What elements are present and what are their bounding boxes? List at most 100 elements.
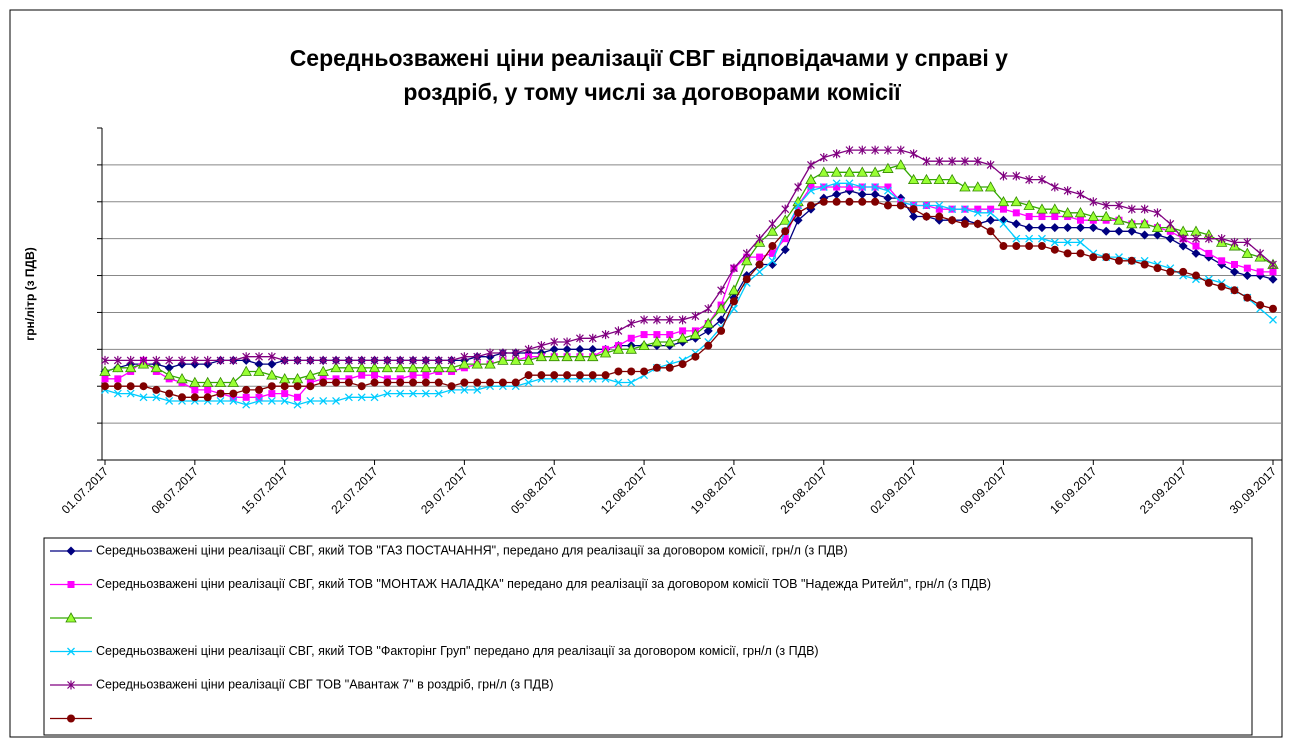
point: [599, 347, 612, 358]
point: [689, 328, 702, 339]
point: [948, 205, 957, 214]
point: [856, 166, 868, 177]
point: [254, 359, 264, 369]
title-line: роздріб, у тому числі за договорами комі…: [403, 79, 901, 105]
point: [755, 267, 764, 276]
point: [986, 215, 996, 225]
point: [486, 348, 494, 358]
point: [676, 332, 689, 343]
point: [510, 354, 522, 365]
point: [1153, 264, 1162, 273]
point: [409, 371, 417, 379]
point: [190, 355, 199, 365]
point: [1140, 204, 1149, 214]
point: [357, 355, 366, 365]
point: [101, 382, 109, 391]
point: [332, 378, 341, 387]
point: [986, 227, 995, 236]
point: [946, 173, 958, 185]
point: [191, 386, 199, 394]
point: [960, 205, 969, 214]
point: [895, 159, 907, 170]
point: [1127, 204, 1136, 214]
point: [1061, 207, 1074, 218]
point: [935, 205, 943, 213]
point: [1011, 219, 1021, 229]
point: [627, 378, 636, 387]
point: [267, 382, 276, 391]
title-line: Середньозважені ціни реалізації СВГ відп…: [290, 45, 1008, 71]
point: [357, 382, 366, 391]
point: [1166, 219, 1175, 229]
point: [704, 341, 713, 350]
point: [421, 378, 430, 387]
point: [614, 367, 623, 376]
point: [935, 156, 944, 166]
point: [152, 355, 161, 365]
point: [807, 183, 815, 191]
point: [1268, 274, 1278, 284]
point: [293, 355, 302, 365]
point: [1218, 257, 1226, 265]
point: [922, 201, 931, 210]
point: [666, 331, 674, 339]
point: [832, 149, 841, 159]
point: [678, 315, 687, 325]
point: [550, 371, 559, 380]
point: [447, 382, 456, 391]
point: [845, 197, 854, 206]
point: [317, 365, 329, 376]
point: [396, 389, 405, 398]
point: [1126, 218, 1138, 229]
point: [473, 378, 482, 387]
point: [935, 201, 944, 210]
point: [409, 378, 418, 387]
point: [358, 371, 366, 379]
point: [473, 385, 482, 394]
point: [883, 193, 893, 203]
point: [524, 371, 533, 380]
point: [806, 201, 815, 210]
point: [253, 365, 265, 376]
point: [614, 378, 623, 387]
point: [190, 393, 199, 402]
point: [267, 359, 277, 369]
point: [896, 145, 905, 155]
point: [1049, 203, 1061, 214]
point: [806, 186, 815, 195]
point: [1138, 218, 1151, 229]
point: [679, 327, 687, 335]
point: [871, 145, 880, 155]
point: [741, 254, 753, 266]
point: [356, 361, 368, 373]
point: [1012, 242, 1021, 251]
point: [1101, 226, 1111, 236]
point: [433, 361, 445, 373]
point: [858, 183, 867, 191]
point: [1038, 175, 1046, 185]
point: [614, 326, 623, 336]
point: [896, 201, 905, 210]
point: [1038, 213, 1046, 221]
point: [1113, 214, 1125, 225]
point: [293, 400, 302, 409]
point: [280, 355, 289, 365]
point: [421, 355, 430, 365]
point: [113, 389, 122, 398]
point: [1269, 259, 1277, 269]
point: [343, 361, 355, 373]
point: [871, 183, 880, 191]
point: [575, 344, 585, 354]
point: [306, 382, 315, 391]
point: [447, 355, 456, 365]
point: [202, 376, 214, 387]
point: [473, 352, 482, 362]
point: [999, 219, 1008, 228]
point: [1025, 242, 1034, 251]
point: [240, 365, 252, 376]
point: [922, 212, 931, 221]
point: [729, 297, 738, 306]
point: [1114, 226, 1124, 236]
point: [229, 389, 238, 398]
point: [843, 166, 856, 177]
